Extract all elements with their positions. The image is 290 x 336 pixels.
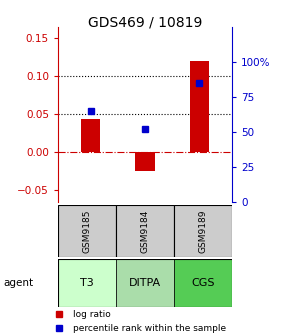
Text: agent: agent [3, 278, 33, 288]
Text: GSM9184: GSM9184 [140, 209, 150, 253]
Bar [58, 259, 116, 307]
Text: GSM9185: GSM9185 [82, 209, 92, 253]
Text: T3: T3 [80, 278, 94, 288]
Bar [135, 152, 155, 171]
Bar [174, 205, 232, 257]
Bar [174, 259, 232, 307]
Bar [116, 205, 174, 257]
Bar [58, 205, 116, 257]
Bar [190, 61, 209, 152]
Text: GSM9189: GSM9189 [198, 209, 208, 253]
Text: log ratio: log ratio [72, 310, 110, 319]
Text: CGS: CGS [191, 278, 215, 288]
Bar [81, 119, 100, 152]
Text: DITPA: DITPA [129, 278, 161, 288]
Bar [116, 259, 174, 307]
Text: percentile rank within the sample: percentile rank within the sample [72, 324, 226, 333]
Text: GDS469 / 10819: GDS469 / 10819 [88, 15, 202, 29]
